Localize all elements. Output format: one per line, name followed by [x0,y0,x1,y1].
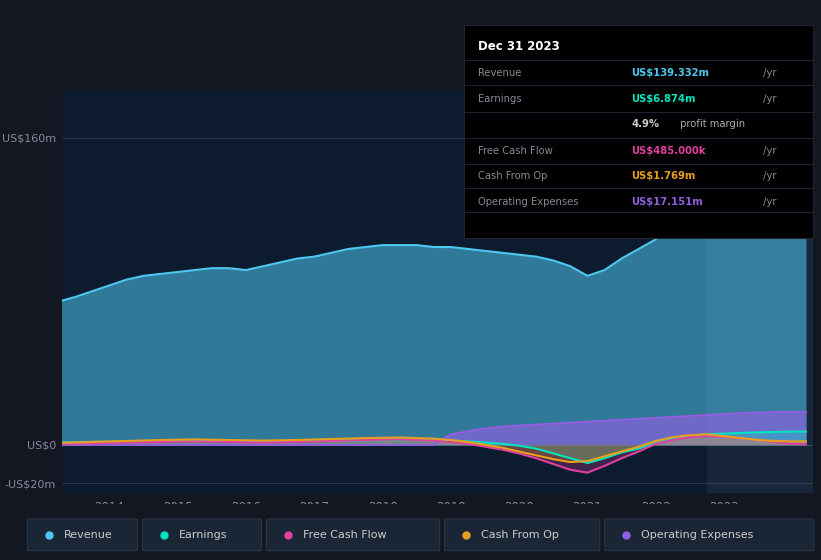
Text: Free Cash Flow: Free Cash Flow [478,146,553,156]
Text: Revenue: Revenue [63,530,112,540]
Text: Operating Expenses: Operating Expenses [478,197,578,207]
Text: Dec 31 2023: Dec 31 2023 [478,40,560,53]
Text: Earnings: Earnings [478,94,521,104]
FancyBboxPatch shape [604,519,814,550]
Text: profit margin: profit margin [677,119,745,129]
Text: Cash From Op: Cash From Op [481,530,558,540]
Text: /yr: /yr [760,171,777,181]
Text: Earnings: Earnings [179,530,227,540]
FancyBboxPatch shape [266,519,440,550]
Text: /yr: /yr [760,94,777,104]
Text: US$1.769m: US$1.769m [631,171,695,181]
Text: US$485.000k: US$485.000k [631,146,706,156]
Text: /yr: /yr [760,197,777,207]
FancyBboxPatch shape [27,519,138,550]
Text: Revenue: Revenue [478,68,521,78]
Bar [707,90,813,493]
Text: 4.9%: 4.9% [631,119,659,129]
Text: US$139.332m: US$139.332m [631,68,709,78]
Text: US$17.151m: US$17.151m [631,197,703,207]
Text: /yr: /yr [760,68,777,78]
Text: Operating Expenses: Operating Expenses [641,530,753,540]
FancyBboxPatch shape [445,519,599,550]
Text: US$6.874m: US$6.874m [631,94,696,104]
FancyBboxPatch shape [143,519,262,550]
Text: /yr: /yr [760,146,777,156]
Text: Free Cash Flow: Free Cash Flow [303,530,386,540]
Text: Cash From Op: Cash From Op [478,171,548,181]
